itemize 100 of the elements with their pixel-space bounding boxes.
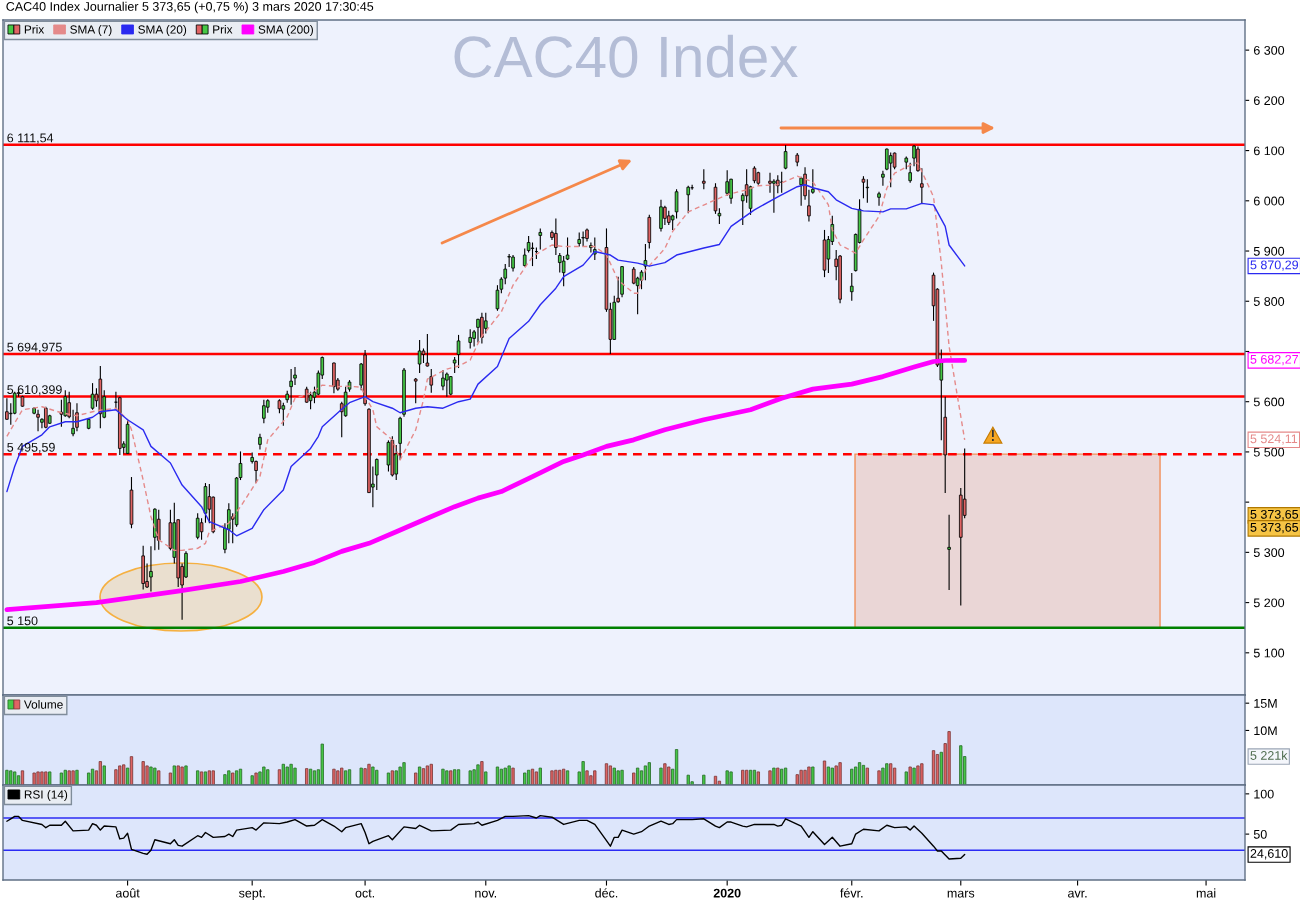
- y-tick-label: 50: [1253, 829, 1267, 839]
- bar: [857, 762, 862, 785]
- y-tick-label: 6 100: [1253, 146, 1285, 156]
- bar: [87, 772, 91, 785]
- candlestick: [413, 377, 418, 404]
- bar: [534, 771, 539, 785]
- bar: [227, 770, 231, 785]
- bar: [741, 769, 745, 785]
- bar: [892, 767, 897, 785]
- bar: [320, 743, 324, 785]
- x-tick-label: nov.: [475, 890, 496, 898]
- bar: [196, 770, 200, 785]
- bar: [363, 768, 367, 785]
- bar: [176, 765, 180, 785]
- text: 24,610: [1250, 849, 1288, 860]
- candlestick: [783, 144, 788, 170]
- bar: [881, 767, 885, 785]
- candlestick: [554, 217, 558, 256]
- x-tick-label: mars: [947, 890, 975, 898]
- candlestick: [90, 382, 95, 411]
- bar: [266, 769, 270, 785]
- candlestick: [663, 205, 667, 226]
- bar: [102, 765, 106, 785]
- bar: [585, 770, 589, 785]
- candlestick: [289, 368, 293, 406]
- y-tick-label: 5 200: [1253, 598, 1285, 608]
- bar: [939, 751, 943, 785]
- bar: [141, 761, 145, 785]
- bar: [484, 771, 488, 785]
- bar: [772, 767, 776, 785]
- bar: [480, 761, 484, 785]
- bar: [959, 745, 963, 785]
- bar: [340, 767, 344, 785]
- candlestick: [861, 175, 866, 199]
- bar: [184, 765, 188, 785]
- bar: [67, 770, 71, 785]
- bar: [59, 772, 64, 785]
- text: 5 373,65: [1250, 522, 1299, 534]
- bar: [63, 769, 67, 785]
- bar: [332, 768, 336, 785]
- bar: [725, 770, 729, 785]
- bar: [414, 772, 418, 785]
- bar: [854, 766, 858, 785]
- bar: [647, 762, 651, 785]
- y-tick-label: 5 100: [1253, 648, 1285, 658]
- bar: [231, 772, 235, 785]
- bar: [468, 770, 472, 785]
- ref-line-label: 5 610,399: [7, 385, 62, 396]
- bar: [799, 769, 803, 785]
- bar: [729, 771, 733, 785]
- bar: [865, 767, 869, 785]
- candlestick: [36, 409, 40, 432]
- bar: [507, 765, 511, 785]
- text: 5 524,11: [1250, 434, 1298, 445]
- candlestick: [643, 243, 648, 281]
- candlestick: [674, 188, 679, 219]
- bar: [203, 771, 208, 785]
- text: 5 221k: [1250, 750, 1288, 760]
- chart-subtitle: CAC40 Index: [454, 34, 798, 78]
- candlestick: [772, 178, 776, 214]
- bar: [149, 766, 153, 785]
- bar: [145, 765, 149, 785]
- candlestick: [468, 328, 472, 350]
- bar: [616, 770, 620, 785]
- bar: [908, 766, 912, 785]
- bar: [663, 763, 667, 785]
- bar: [581, 761, 585, 785]
- bar: [48, 771, 52, 785]
- bar: [250, 775, 254, 785]
- bar: [254, 772, 258, 785]
- candlestick: [686, 185, 691, 214]
- bar: [612, 767, 616, 785]
- bar: [935, 754, 940, 785]
- bar: [803, 769, 807, 785]
- bar: [367, 763, 371, 785]
- bar: [593, 770, 597, 785]
- bar: [394, 770, 398, 785]
- bar: [783, 767, 788, 785]
- y-tick-label: 6 300: [1253, 45, 1285, 55]
- y-tick-label: 6 000: [1253, 196, 1285, 206]
- bar: [441, 768, 445, 785]
- bar: [417, 766, 422, 785]
- bar: [36, 771, 40, 785]
- candlestick: [849, 272, 854, 302]
- candlestick: [59, 399, 64, 428]
- bar: [157, 770, 161, 785]
- candlestick: [908, 162, 912, 184]
- candlestick: [456, 334, 461, 369]
- candlestick: [881, 170, 885, 187]
- bar: [550, 770, 554, 785]
- bar: [636, 767, 640, 785]
- bar: [776, 767, 780, 785]
- bar: [336, 770, 340, 785]
- bar: [838, 762, 842, 785]
- bar: [293, 767, 297, 785]
- bar: [5, 769, 9, 785]
- x-tick-label: sept.: [238, 889, 265, 900]
- bar: [768, 770, 772, 785]
- y-tick-label: 5 600: [1253, 397, 1285, 407]
- bar: [285, 766, 289, 785]
